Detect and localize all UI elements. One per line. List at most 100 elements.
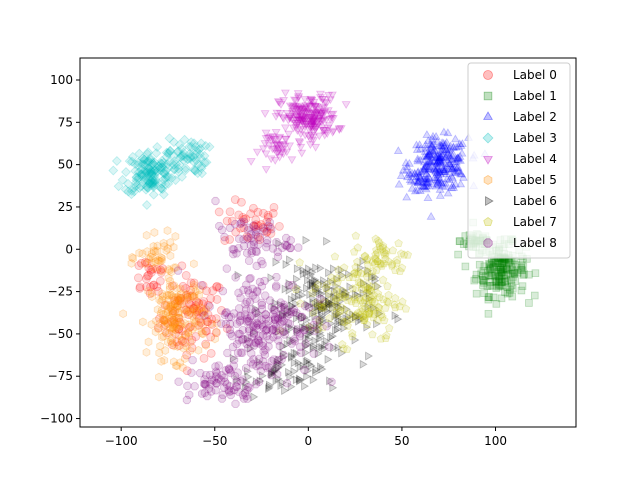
data-point <box>365 288 374 298</box>
data-point <box>478 276 487 284</box>
data-point <box>287 295 296 304</box>
data-point <box>210 334 219 344</box>
data-point <box>285 319 294 328</box>
data-point <box>477 269 486 278</box>
data-point <box>142 182 153 193</box>
data-point <box>333 299 342 309</box>
data-point <box>252 377 261 387</box>
data-point <box>150 165 161 175</box>
data-point <box>426 211 436 220</box>
data-point <box>501 277 510 286</box>
data-point <box>294 102 304 111</box>
data-point <box>374 303 384 312</box>
data-point <box>175 321 184 331</box>
data-point <box>145 155 156 165</box>
data-point <box>495 272 503 280</box>
data-point <box>288 301 297 311</box>
data-point <box>149 160 160 171</box>
data-point <box>304 126 314 135</box>
data-point <box>485 271 493 279</box>
data-point <box>163 162 174 173</box>
data-point <box>322 99 332 108</box>
series-0 <box>134 195 284 376</box>
data-point <box>332 281 341 291</box>
data-point <box>250 222 260 231</box>
data-point <box>140 160 151 171</box>
data-point <box>246 343 255 353</box>
data-point <box>190 305 199 315</box>
data-point <box>293 264 302 274</box>
data-point <box>322 336 331 346</box>
data-point <box>137 153 148 164</box>
data-point <box>249 221 259 231</box>
data-point <box>326 376 335 386</box>
data-point <box>487 271 495 280</box>
data-point <box>288 105 298 113</box>
data-point <box>181 330 190 340</box>
data-point <box>178 149 188 160</box>
data-point <box>316 328 325 338</box>
data-point <box>166 173 177 183</box>
data-point <box>258 222 268 232</box>
data-point <box>335 309 344 319</box>
data-point <box>137 177 148 188</box>
data-point <box>330 343 339 353</box>
legend-item: Label 4 <box>483 152 557 166</box>
data-point <box>333 274 342 284</box>
data-point <box>366 303 375 312</box>
data-point <box>245 297 255 306</box>
data-point <box>382 331 391 340</box>
data-point <box>275 326 285 335</box>
data-point <box>439 165 449 173</box>
data-point <box>299 269 308 279</box>
data-point <box>330 252 340 261</box>
data-point <box>495 275 504 284</box>
data-point <box>189 303 199 313</box>
data-point <box>258 322 268 332</box>
data-point <box>295 139 305 148</box>
data-point <box>229 249 238 259</box>
data-point <box>288 353 296 362</box>
data-point <box>525 299 533 307</box>
data-point <box>186 141 197 152</box>
data-point <box>461 262 470 271</box>
data-point <box>367 272 376 282</box>
data-point <box>296 126 306 134</box>
legend-item: Label 0 <box>483 68 557 82</box>
data-point <box>293 90 303 99</box>
legend-box <box>467 62 571 259</box>
data-point <box>129 253 138 263</box>
data-point <box>449 182 459 191</box>
data-point <box>187 291 197 301</box>
data-point <box>508 273 517 281</box>
data-point <box>184 141 195 152</box>
data-point <box>254 336 263 346</box>
data-point <box>394 238 403 248</box>
data-point <box>306 95 316 104</box>
data-point <box>292 274 301 284</box>
data-point <box>424 162 434 170</box>
data-point <box>153 246 162 256</box>
data-point <box>174 377 183 386</box>
data-point <box>308 117 318 126</box>
data-point <box>335 306 345 315</box>
data-point <box>199 150 210 161</box>
data-point <box>355 316 364 326</box>
data-point <box>252 261 261 271</box>
data-point <box>287 156 297 165</box>
data-point <box>261 320 271 329</box>
data-point <box>222 324 232 333</box>
data-point <box>304 303 314 312</box>
data-point <box>225 235 235 244</box>
data-point <box>376 334 386 343</box>
data-point <box>492 270 500 279</box>
data-point <box>314 116 324 125</box>
data-point <box>232 339 242 349</box>
data-point <box>350 293 359 302</box>
data-point <box>354 290 362 301</box>
data-point <box>294 325 302 334</box>
data-point <box>190 318 199 328</box>
data-point <box>212 379 221 388</box>
data-point <box>177 261 187 271</box>
data-point <box>272 145 282 153</box>
